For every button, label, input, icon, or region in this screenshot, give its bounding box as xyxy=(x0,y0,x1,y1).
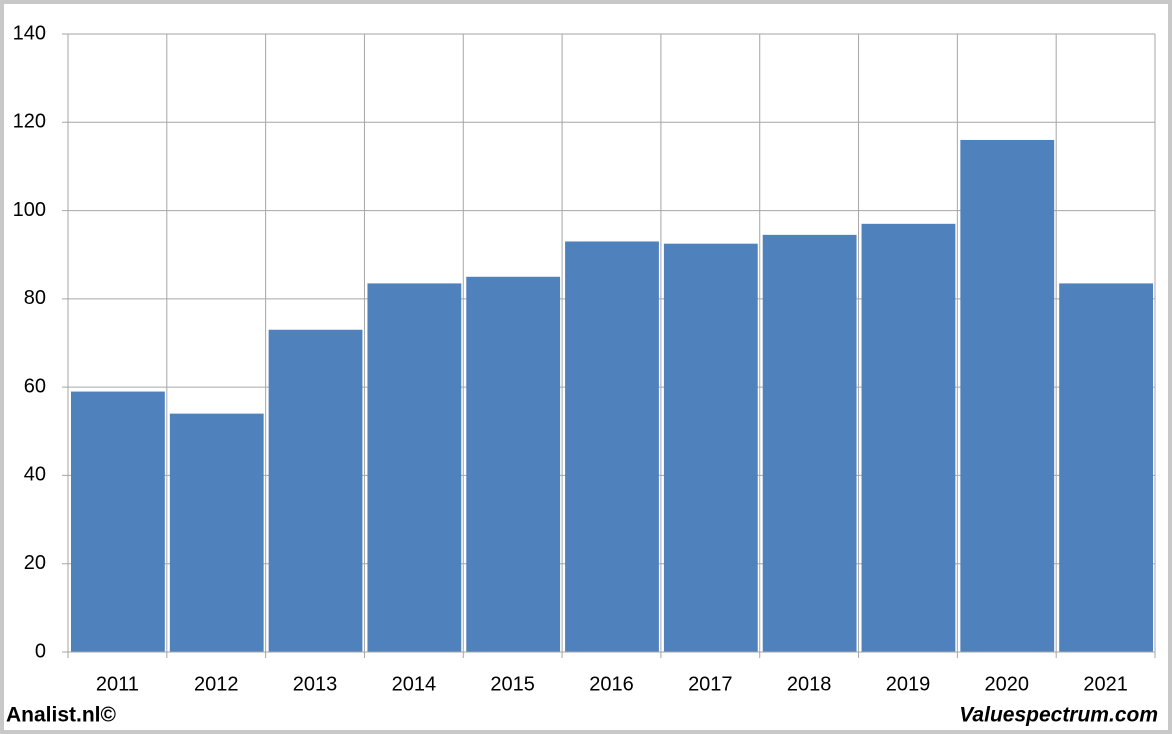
bar xyxy=(762,234,857,652)
x-tick-label: 2014 xyxy=(392,673,437,695)
x-tick-label: 2016 xyxy=(589,673,634,695)
bar xyxy=(367,283,462,652)
x-tick-label: 2019 xyxy=(886,673,931,695)
y-tick-label: 60 xyxy=(24,375,46,397)
x-tick-label: 2013 xyxy=(293,673,338,695)
x-tick-label: 2015 xyxy=(490,673,535,695)
bar xyxy=(960,139,1055,652)
x-tick-label: 2020 xyxy=(985,673,1030,695)
bar xyxy=(268,329,363,652)
x-tick-label: 2012 xyxy=(194,673,239,695)
bar xyxy=(565,241,659,652)
bar xyxy=(466,276,561,652)
x-tick-label: 2011 xyxy=(96,673,139,695)
bar xyxy=(169,413,264,652)
x-tick-label: 2017 xyxy=(688,673,733,695)
y-tick-label: 140 xyxy=(13,22,46,44)
bar xyxy=(71,391,165,652)
source-left: Analist.nl© xyxy=(6,704,117,727)
bar xyxy=(861,223,956,653)
y-tick-label: 40 xyxy=(24,464,46,486)
y-tick-label: 100 xyxy=(13,199,46,221)
source-right: Valuespectrum.com xyxy=(959,704,1158,727)
y-tick-label: 20 xyxy=(24,552,46,574)
y-tick-label: 0 xyxy=(35,640,46,662)
y-tick-label: 120 xyxy=(13,111,46,133)
bar xyxy=(663,243,758,652)
x-tick-label: 2021 xyxy=(1083,673,1128,695)
x-tick-label: 2018 xyxy=(787,673,832,695)
y-tick-label: 80 xyxy=(24,287,46,309)
bar xyxy=(1059,283,1153,652)
